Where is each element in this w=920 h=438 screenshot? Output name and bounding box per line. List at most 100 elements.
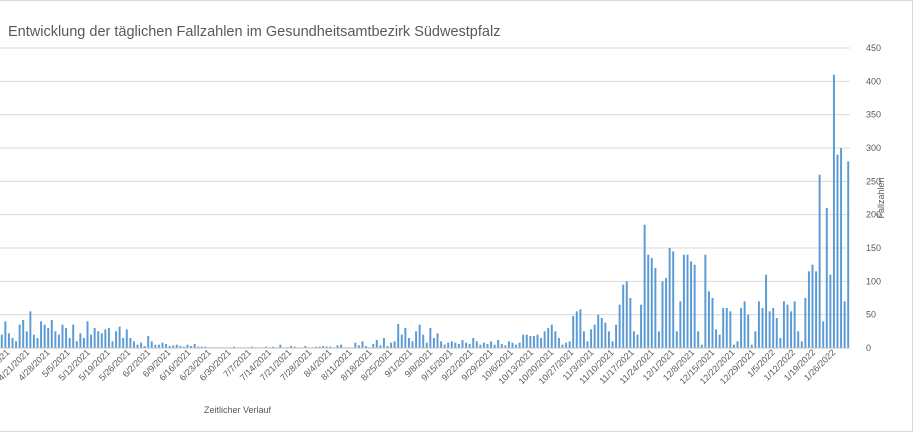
bar [143,346,146,348]
bar [11,338,14,348]
y-axis-title: Fallzahlen [876,177,886,218]
bar [629,298,632,348]
bar [432,338,435,348]
bar [36,338,39,348]
bar [761,308,764,348]
bar [325,346,328,348]
bar [190,346,193,348]
bar [468,344,471,348]
bar [479,344,482,348]
bar [93,328,96,348]
bar [729,311,732,348]
bar [397,324,400,348]
bar [172,345,175,348]
bar [747,314,750,348]
y-tick-label: 100 [866,276,881,286]
bar [779,338,782,348]
bar [754,331,757,348]
bar [72,324,75,348]
bar [443,344,446,348]
bar [647,254,650,348]
bar [725,308,728,348]
bar [807,271,810,348]
bar [804,298,807,348]
bar [382,338,385,348]
bar [672,251,675,348]
bar [25,331,28,348]
bar [157,344,160,348]
bar [786,304,789,348]
bar [0,334,3,348]
bar [293,346,296,348]
bar [272,346,275,348]
bar [179,346,182,348]
bar [54,331,57,348]
bar [636,334,639,348]
bar [518,342,521,348]
bar [125,329,128,348]
bar [840,148,843,348]
bar [554,331,557,348]
bar [411,341,414,348]
bar [572,316,575,348]
bar [86,321,89,348]
bar [607,331,610,348]
y-tick-label: 150 [866,243,881,253]
bar [525,334,528,348]
bar [168,346,171,348]
bar [100,333,103,348]
bar [104,329,107,348]
bar [129,338,132,348]
bar [425,342,428,348]
bar [415,331,418,348]
bar [718,334,721,348]
bar [536,334,539,348]
bar [665,278,668,348]
bar [315,346,318,348]
bar [550,324,553,348]
bar [18,324,21,348]
bar [497,340,500,348]
y-tick-label: 350 [866,110,881,120]
bar [165,344,168,348]
bar [193,344,196,348]
chart-title: Entwicklung der täglichen Fallzahlen im … [8,24,501,40]
bar [590,329,593,348]
bar [654,268,657,348]
bar [418,324,421,348]
bar [682,254,685,348]
y-tick-label: 300 [866,143,881,153]
bar [732,344,735,348]
bar [75,341,78,348]
bar [486,344,489,348]
y-tick-label: 450 [866,43,881,53]
bar [57,334,60,348]
bar [279,344,282,348]
bar [147,336,150,348]
bar [111,341,114,348]
bar [440,341,443,348]
x-tick-labels: 4/14/20214/21/20214/28/20215/5/20215/12/… [0,347,837,386]
bar [50,320,53,348]
bar [632,331,635,348]
bar [493,344,496,348]
bar [82,338,85,348]
bar [568,341,571,348]
bar [186,344,189,348]
bar [586,341,589,348]
bar [454,342,457,348]
bar [404,328,407,348]
bar [43,324,46,348]
bar [386,346,389,348]
bar [679,301,682,348]
bar [593,324,596,348]
bar [529,336,532,348]
y-tick-label: 0 [866,343,871,353]
bar [400,334,403,348]
bar [543,331,546,348]
gridlines [0,47,850,316]
bar [825,208,828,348]
bar [815,271,818,348]
bar [668,248,671,348]
bar [465,342,468,348]
